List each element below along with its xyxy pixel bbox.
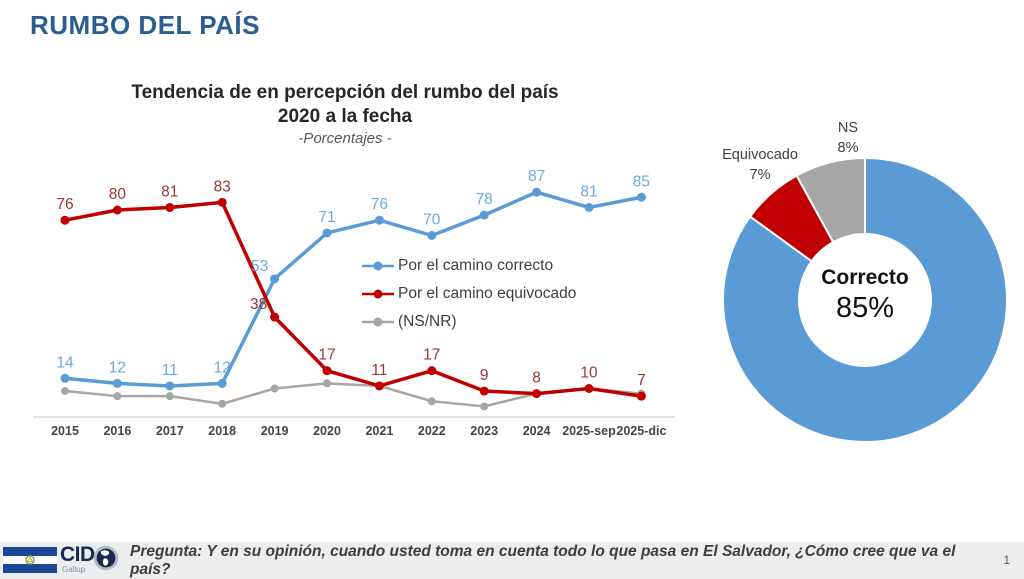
svg-text:2016: 2016	[103, 424, 131, 438]
svg-text:85: 85	[633, 173, 650, 190]
svg-text:81: 81	[161, 183, 178, 200]
svg-text:2025-sep: 2025-sep	[562, 424, 616, 438]
donut-center-label: Correcto 85%	[799, 265, 931, 325]
svg-text:11: 11	[162, 362, 178, 379]
legend-item-nsnr: (NS/NR)	[362, 308, 576, 336]
globe-icon	[93, 545, 118, 571]
svg-text:10: 10	[580, 365, 598, 382]
svg-text:7: 7	[637, 372, 646, 389]
footer-bar: CID Gallup Pregunta: Y en su opinión, cu…	[0, 542, 1024, 579]
el-salvador-flag-icon	[3, 547, 57, 573]
legend-marker-gray-icon	[362, 317, 394, 327]
svg-text:81: 81	[580, 183, 597, 200]
svg-text:2022: 2022	[418, 424, 446, 438]
page-number: 1	[1003, 553, 1010, 567]
svg-text:87: 87	[528, 168, 545, 185]
svg-text:83: 83	[214, 178, 231, 195]
legend-label: Por el camino equivocado	[398, 285, 577, 302]
svg-text:76: 76	[56, 196, 73, 213]
line-chart-title-block: Tendencia de en percepción del rumbo del…	[45, 82, 645, 147]
svg-text:80: 80	[109, 186, 127, 203]
donut-label-ns-value: 8%	[837, 140, 859, 156]
legend-label: Por el camino correcto	[398, 257, 554, 274]
svg-text:2019: 2019	[261, 424, 289, 438]
legend-marker-blue-icon	[362, 261, 394, 271]
survey-question-text: Pregunta: Y en su opinión, cuando usted …	[130, 542, 956, 578]
line-chart-title: Tendencia de en percepción del rumbo del…	[131, 82, 559, 103]
donut-center-value: 85%	[835, 292, 895, 324]
svg-text:2017: 2017	[156, 424, 184, 438]
chart-legend: Por el camino correcto Por el camino equ…	[362, 252, 576, 336]
svg-text:70: 70	[423, 212, 441, 229]
legend-item-equivocado: Por el camino equivocado	[362, 280, 576, 308]
svg-text:78: 78	[476, 191, 493, 208]
donut-label-ns: NS 8%	[813, 118, 883, 158]
svg-text:17: 17	[423, 347, 440, 364]
donut-chart-svg	[722, 157, 1008, 443]
svg-text:12: 12	[109, 359, 126, 376]
donut-label-equivocado: Equivocado 7%	[700, 145, 820, 185]
legend-label: (NS/NR)	[398, 313, 457, 330]
svg-text:2025-dic: 2025-dic	[616, 424, 666, 438]
legend-item-correcto: Por el camino correcto	[362, 252, 576, 280]
gallup-logo-text: Gallup	[62, 565, 86, 574]
svg-text:17: 17	[318, 347, 335, 364]
svg-text:2018: 2018	[208, 424, 236, 438]
svg-text:14: 14	[56, 354, 74, 371]
svg-text:2023: 2023	[470, 424, 498, 438]
trend-line-chart: 2015 2016 2017 2018 2019 2020 2021 2022 2023 2024…	[25, 158, 685, 453]
line-chart-units-label: -Porcentajes -	[298, 130, 392, 147]
donut-label-equivocado-text: Equivocado	[722, 147, 798, 163]
svg-text:11: 11	[371, 362, 387, 379]
donut-label-equivocado-value: 7%	[749, 167, 771, 183]
svg-text:9: 9	[480, 367, 489, 384]
donut-label-ns-text: NS	[837, 120, 859, 136]
svg-text:2020: 2020	[313, 424, 341, 438]
svg-text:53: 53	[251, 258, 268, 275]
cid-gallup-logo: CID Gallup	[60, 544, 119, 574]
page-title: RUMBO DEL PAÍS	[30, 10, 260, 40]
svg-text:71: 71	[318, 209, 335, 226]
donut-center-text: Correcto	[821, 266, 909, 289]
svg-text:8: 8	[532, 370, 541, 387]
svg-text:2024: 2024	[523, 424, 551, 438]
svg-text:2021: 2021	[365, 424, 393, 438]
trend-line-chart-svg: 2015 2016 2017 2018 2019 2020 2021 2022 2023 2024…	[33, 168, 675, 438]
svg-text:76: 76	[371, 196, 388, 213]
legend-marker-red-icon	[362, 289, 394, 299]
cid-logo-text: CID	[60, 543, 95, 566]
svg-text:2015: 2015	[51, 424, 79, 438]
donut-chart: NS 8% Equivocado 7% Correcto 85%	[695, 95, 1024, 510]
line-chart-subtitle: 2020 a la fecha	[277, 106, 413, 127]
svg-text:12: 12	[214, 359, 231, 376]
svg-text:38: 38	[250, 296, 267, 313]
